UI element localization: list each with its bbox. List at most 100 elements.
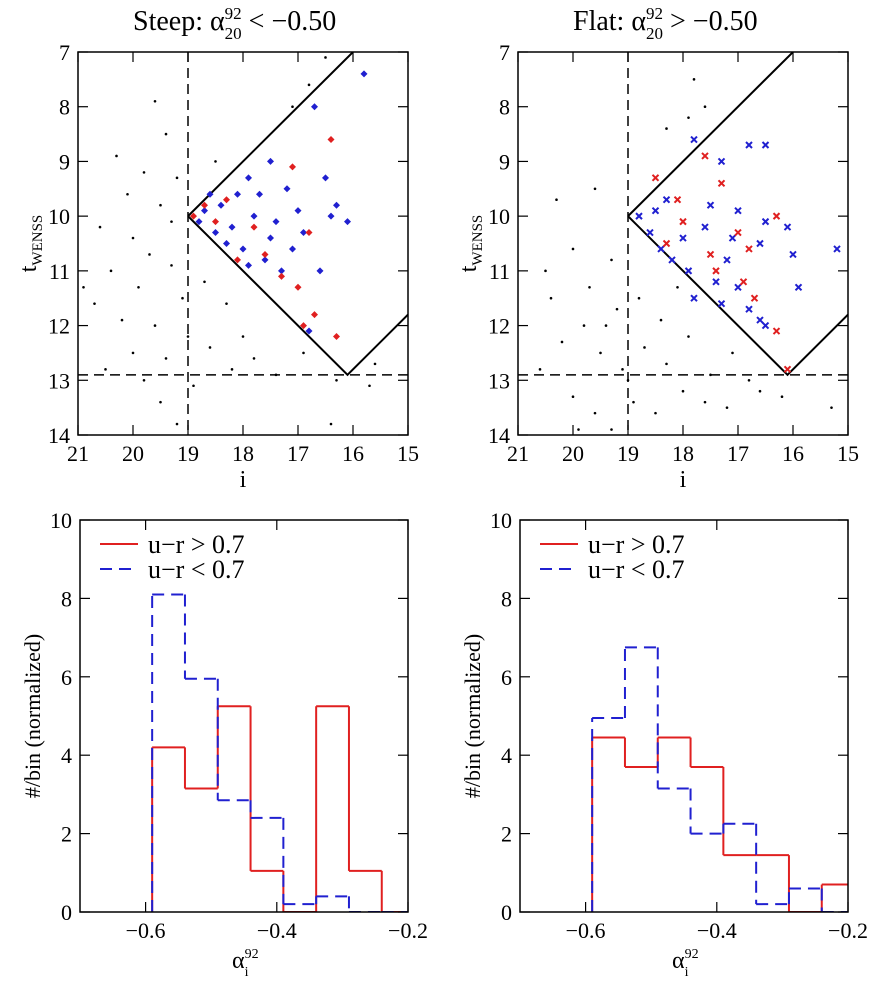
point: [745, 245, 753, 253]
panel: −0.6 −0.4 −0.2 0 2 4 6 8 10 u−r > 0.7u−r < 0.7 α92…: [460, 508, 868, 980]
point: [783, 223, 792, 231]
point: [739, 278, 748, 286]
point: [329, 422, 333, 426]
y-tick-label: 0: [501, 900, 512, 925]
y-tick-label: 8: [61, 586, 72, 611]
point: [148, 253, 151, 256]
y-label-main: t: [456, 265, 482, 272]
point: [676, 285, 679, 289]
x-tick-label: −0.6: [126, 918, 166, 943]
point: [615, 307, 619, 311]
point: [142, 378, 146, 382]
point: [728, 234, 737, 242]
point: [637, 296, 641, 300]
y-axis-label: #/bin (normalized): [460, 634, 485, 798]
title-text: Steep: α: [133, 6, 225, 37]
point: [588, 285, 591, 289]
x-axis-label: i: [680, 467, 687, 493]
point: [181, 296, 184, 300]
plot-area: [78, 52, 408, 435]
plot-area: [151, 593, 408, 912]
x-tick-label: 18: [672, 441, 694, 466]
point: [82, 285, 85, 289]
point: [621, 368, 624, 371]
point: [684, 267, 693, 275]
point: [250, 223, 258, 231]
y-tick-label: 12: [488, 314, 510, 339]
point: [632, 400, 635, 404]
y-tick-label: 4: [501, 743, 512, 768]
point: [327, 212, 335, 220]
point: [549, 296, 553, 300]
y-tick-label: 12: [48, 314, 70, 339]
point: [300, 229, 307, 237]
point: [681, 389, 685, 393]
point: [289, 163, 296, 171]
point: [772, 212, 781, 220]
point: [214, 160, 217, 163]
x-tick-label: 16: [782, 441, 804, 466]
point: [212, 218, 219, 226]
y-tick-label: 7: [59, 40, 70, 65]
plot-frame: [517, 51, 849, 436]
point: [109, 269, 113, 273]
x-tick-label: 19: [617, 441, 639, 466]
point: [679, 234, 687, 242]
point: [734, 206, 742, 215]
point: [756, 316, 764, 324]
point: [665, 362, 668, 366]
point: [225, 302, 228, 305]
point: [267, 234, 274, 242]
point: [104, 368, 107, 371]
y-tick-label: 8: [59, 95, 70, 120]
point: [604, 324, 608, 327]
selection-boundary: [627, 215, 848, 377]
legend-label: u−r < 0.7: [148, 555, 244, 584]
point: [360, 70, 368, 78]
y-tick-label: 6: [501, 665, 512, 690]
selection-boundary: [187, 52, 354, 217]
x-tick-label: −0.4: [697, 918, 737, 943]
point: [267, 157, 274, 165]
y-axis-label: #/bin (normalized): [20, 634, 45, 798]
point: [115, 154, 118, 158]
point: [131, 351, 135, 355]
x-tick-label: −0.4: [257, 918, 297, 943]
y-tick-label: 8: [501, 586, 512, 611]
point: [703, 400, 707, 404]
point: [657, 245, 665, 253]
x-label-main: α: [672, 948, 685, 974]
point: [709, 373, 712, 377]
point: [643, 346, 646, 349]
point: [175, 176, 179, 180]
title-sub: 20: [225, 24, 242, 43]
point: [577, 428, 580, 431]
point: [750, 294, 759, 302]
title-sub: 20: [646, 24, 663, 43]
legend-label: u−r > 0.7: [148, 530, 244, 559]
point: [703, 105, 707, 109]
point: [201, 201, 208, 209]
x-label-sub: i: [685, 965, 689, 980]
point: [294, 207, 302, 215]
x-tick-label: 20: [562, 441, 584, 466]
point: [307, 83, 311, 87]
point: [294, 283, 302, 291]
y-axis-label: tWENSS: [16, 215, 46, 273]
point: [250, 212, 258, 220]
y-tick-label: 14: [48, 423, 70, 448]
point: [272, 218, 280, 226]
point: [228, 223, 236, 231]
plot-frame: [519, 519, 849, 913]
y-tick-label: 8: [499, 95, 510, 120]
y-tick-label: 6: [61, 665, 72, 690]
x-tick-label: 19: [177, 441, 199, 466]
point: [659, 318, 663, 322]
point: [544, 269, 547, 273]
x-tick-label: 18: [232, 441, 254, 466]
point: [747, 378, 751, 382]
y-label-sub: WENSS: [30, 215, 46, 266]
x-tick-label: 17: [287, 441, 309, 466]
point: [610, 258, 613, 262]
